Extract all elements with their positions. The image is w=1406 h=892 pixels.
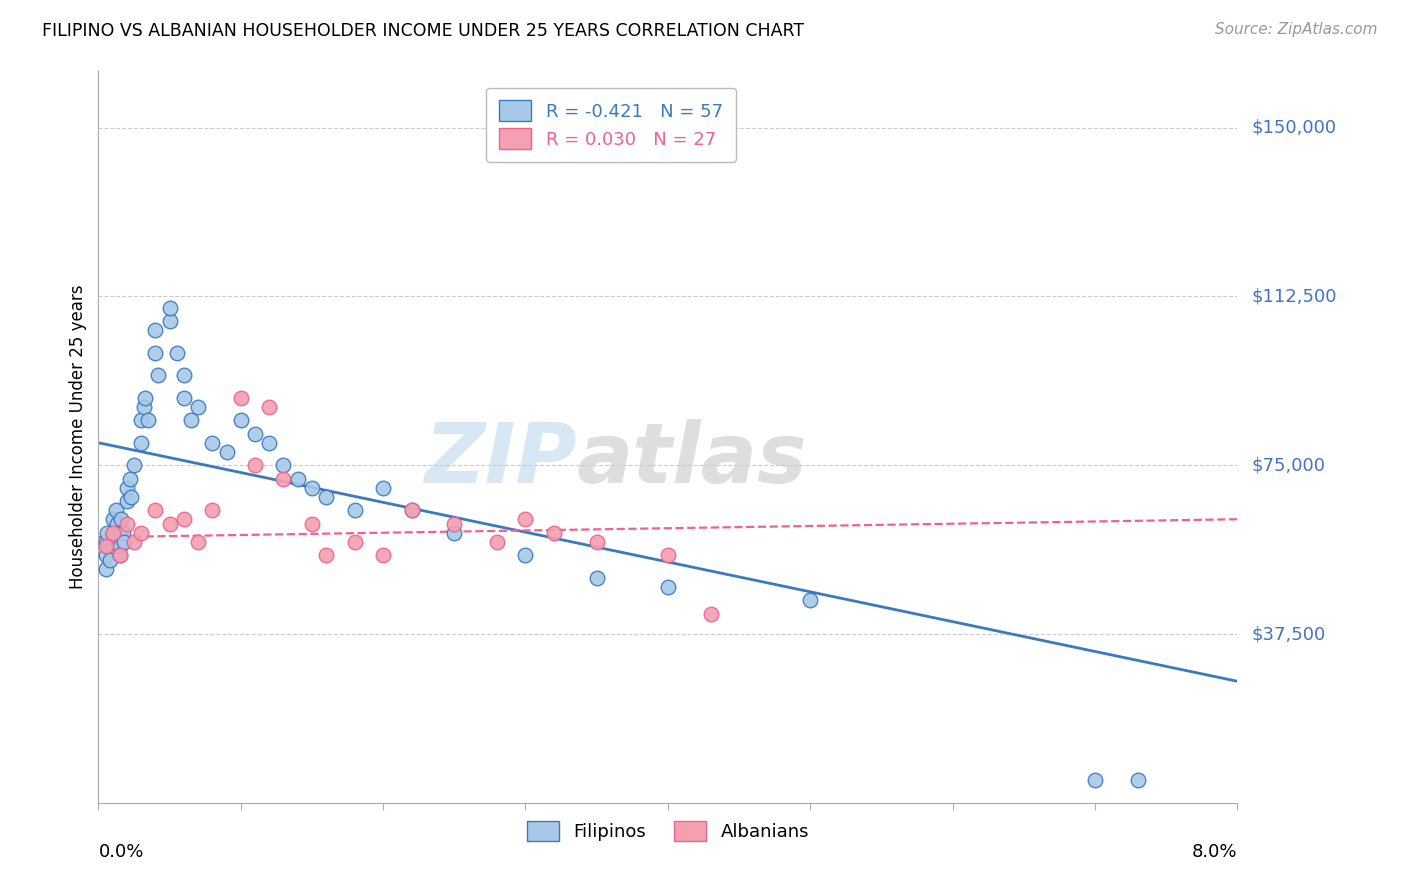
Legend: Filipinos, Albanians: Filipinos, Albanians <box>519 814 817 848</box>
Point <box>101 539 124 553</box>
Text: $75,000: $75,000 <box>1251 456 1326 475</box>
Text: 8.0%: 8.0% <box>1192 843 1237 861</box>
Point <box>129 413 152 427</box>
Point <box>129 525 152 540</box>
Point <box>315 490 337 504</box>
Point <box>108 548 131 562</box>
Text: $112,500: $112,500 <box>1251 287 1337 305</box>
Point <box>515 548 537 562</box>
Point <box>159 314 181 328</box>
Point <box>401 503 423 517</box>
Point <box>799 593 821 607</box>
Point <box>585 534 607 549</box>
Point <box>243 426 266 441</box>
Point <box>101 525 124 540</box>
Point <box>166 345 188 359</box>
Point <box>657 580 679 594</box>
Point <box>443 525 465 540</box>
Text: $37,500: $37,500 <box>1251 625 1326 643</box>
Point <box>145 323 167 337</box>
Point <box>115 516 138 531</box>
Point <box>259 435 281 450</box>
Point <box>287 472 309 486</box>
Point <box>94 534 117 549</box>
Text: 0.0%: 0.0% <box>98 843 143 861</box>
Point <box>122 534 145 549</box>
Point <box>229 391 252 405</box>
Point <box>96 525 118 540</box>
Point <box>515 512 537 526</box>
Point <box>173 391 195 405</box>
Point <box>371 548 394 562</box>
Y-axis label: Householder Income Under 25 years: Householder Income Under 25 years <box>69 285 87 590</box>
Point <box>115 481 138 495</box>
Point <box>215 444 238 458</box>
Point <box>173 512 195 526</box>
Point <box>101 512 124 526</box>
Point <box>187 400 209 414</box>
Point <box>118 472 141 486</box>
Point <box>343 534 366 549</box>
Point <box>301 481 323 495</box>
Point <box>108 525 131 540</box>
Point <box>585 571 607 585</box>
Point <box>201 435 224 450</box>
Point <box>129 435 152 450</box>
Point <box>132 400 155 414</box>
Point <box>98 553 121 567</box>
Point <box>343 503 366 517</box>
Point <box>401 503 423 517</box>
Point <box>371 481 394 495</box>
Point <box>108 548 131 562</box>
Point <box>259 400 281 414</box>
Point <box>699 607 721 621</box>
Point <box>122 458 145 473</box>
Text: atlas: atlas <box>576 418 807 500</box>
Point <box>105 516 128 531</box>
Point <box>145 503 167 517</box>
Point <box>97 539 120 553</box>
Point <box>301 516 323 531</box>
Text: Source: ZipAtlas.com: Source: ZipAtlas.com <box>1215 22 1378 37</box>
Point <box>159 301 181 315</box>
Text: FILIPINO VS ALBANIAN HOUSEHOLDER INCOME UNDER 25 YEARS CORRELATION CHART: FILIPINO VS ALBANIAN HOUSEHOLDER INCOME … <box>42 22 804 40</box>
Point <box>486 534 509 549</box>
Point <box>187 534 209 549</box>
Point <box>243 458 266 473</box>
Point <box>134 391 156 405</box>
Point <box>104 503 127 517</box>
Point <box>1126 773 1149 788</box>
Point <box>108 539 131 553</box>
Point <box>657 548 679 562</box>
Point <box>159 516 181 531</box>
Point <box>173 368 195 383</box>
Point <box>110 512 132 526</box>
Point <box>315 548 337 562</box>
Point <box>273 472 295 486</box>
Point <box>229 413 252 427</box>
Point <box>136 413 159 427</box>
Point <box>443 516 465 531</box>
Point <box>115 494 138 508</box>
Text: $150,000: $150,000 <box>1251 119 1336 136</box>
Point <box>180 413 202 427</box>
Text: ZIP: ZIP <box>425 418 576 500</box>
Point <box>543 525 565 540</box>
Point <box>94 562 117 576</box>
Point <box>94 548 117 562</box>
Point <box>201 503 224 517</box>
Point <box>120 490 142 504</box>
Point <box>273 458 295 473</box>
Point <box>145 345 167 359</box>
Point <box>107 534 129 549</box>
Point <box>111 525 134 540</box>
Point <box>94 539 117 553</box>
Point <box>112 534 135 549</box>
Point <box>101 525 124 540</box>
Point <box>1084 773 1107 788</box>
Point <box>148 368 170 383</box>
